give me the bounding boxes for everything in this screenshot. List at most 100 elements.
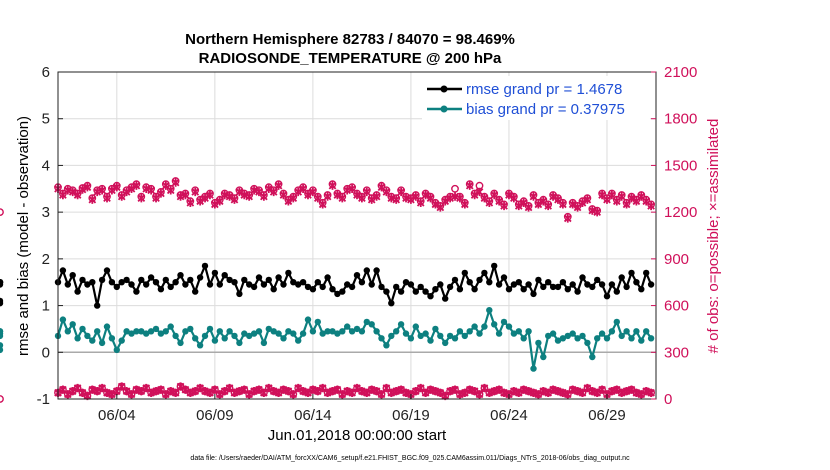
bias-point [393,328,400,335]
obs-assimilated-marker [245,192,254,201]
rmse-point [569,281,576,288]
bias-point [471,323,478,330]
rmse-point [152,279,160,286]
obs-assimilated-marker [68,387,77,396]
rmse-point [613,288,620,295]
obs-assimilated-marker [98,186,106,195]
obs-assimilated-marker [387,193,396,203]
obs-assimilated-marker [563,214,572,223]
obs-assimilated-marker [289,390,298,399]
rmse-point [598,281,606,288]
bias-point [378,335,385,342]
obs-assimilated-marker [323,388,332,397]
obs-assimilated-marker [309,385,317,394]
rmse-point [510,281,518,288]
bias-point [638,337,645,344]
rmse-point [250,283,258,291]
obs-assimilated-marker [122,387,131,396]
obs-assimilated-marker [544,201,553,211]
bias-point [309,328,317,335]
bias-point [246,332,253,340]
obs-assimilated-marker [578,198,587,207]
left-y-tick-label: 5 [42,111,50,128]
bias-point [334,330,341,337]
right-y-axis-label: # of obs: o=possible; ×=assimilated [705,119,722,354]
rmse-point [397,288,405,295]
obs-assimilated-marker [176,192,185,201]
obs-assimilated-marker [431,387,440,396]
obs-assimilated-marker [132,385,141,394]
obs-assimilated-marker [617,192,626,201]
bias-point [412,323,419,330]
bias-point [118,337,125,344]
rmse-point [393,283,400,291]
obs-assimilated-marker [514,388,523,397]
bias-point [388,332,395,340]
rmse-point [407,281,415,288]
obs-assimilated-marker [431,200,440,209]
obs-assimilated-marker [196,197,204,206]
left-y-tick-label: 4 [42,157,50,174]
bias-point [500,318,508,326]
obs-assimilated-marker [63,186,72,195]
rmse-point [446,283,454,291]
obs-assimilated-marker [465,181,474,190]
obs-assimilated-marker [446,387,454,396]
rmse-point [84,281,91,288]
bias-point [373,328,380,335]
bias-point [314,318,321,326]
bias-point [559,335,567,342]
obs-assimilated-marker [201,193,209,203]
rmse-point [417,283,424,291]
obs-assimilated-marker [475,390,484,399]
bias-point [74,335,81,342]
obs-assimilated-marker [514,201,523,211]
bias-point [432,325,439,333]
rmse-point [540,283,547,291]
obs-assimilated-marker [343,186,352,195]
bias-point [623,328,630,335]
obs-assimilated-marker [137,387,146,396]
bias-point [182,328,189,335]
obs-assimilated-marker [583,195,592,204]
rmse-point [647,281,655,288]
rmse-point [608,281,616,288]
obs-assimilated-marker [309,187,317,197]
obs-assimilated-marker [78,388,87,397]
obs-assimilated-marker [157,189,165,198]
rmse-point [74,288,81,295]
rmse-point [69,272,76,279]
bias-point [275,330,282,337]
rmse-point [500,274,508,281]
rmse-point [623,283,630,291]
obs-assimilated-marker [186,388,195,397]
obs-assimilated-marker [323,192,332,201]
right-y-tick-label: 2100 [664,64,697,81]
obs-assimilated-marker [103,193,111,203]
obs-assimilated-marker [299,184,307,193]
obs-assimilated-marker [274,181,283,190]
bias-point [187,325,194,333]
rmse-point [505,286,513,293]
rmse-point [206,281,214,288]
rmse-point [79,276,86,284]
x-tick-label: 06/04 [98,407,136,424]
obs-assimilated-marker [108,390,116,399]
bias-point [427,337,434,344]
bias-point [647,335,655,342]
bias-point [368,321,375,328]
rmse-point [515,279,522,286]
bias-point [486,307,493,314]
obs-assimilated-marker [510,387,518,396]
rmse-point [486,279,493,286]
series-obs_assimilated [55,178,655,223]
bias-point [285,328,292,335]
obs-assimilated-marker [171,178,180,187]
rmse-point [353,272,361,279]
bias-point [481,323,488,330]
bias-point [304,316,312,323]
rmse-point [280,281,287,288]
obs-assimilated-marker [485,388,494,397]
rmse-point [182,281,189,288]
bias-point [260,339,268,347]
